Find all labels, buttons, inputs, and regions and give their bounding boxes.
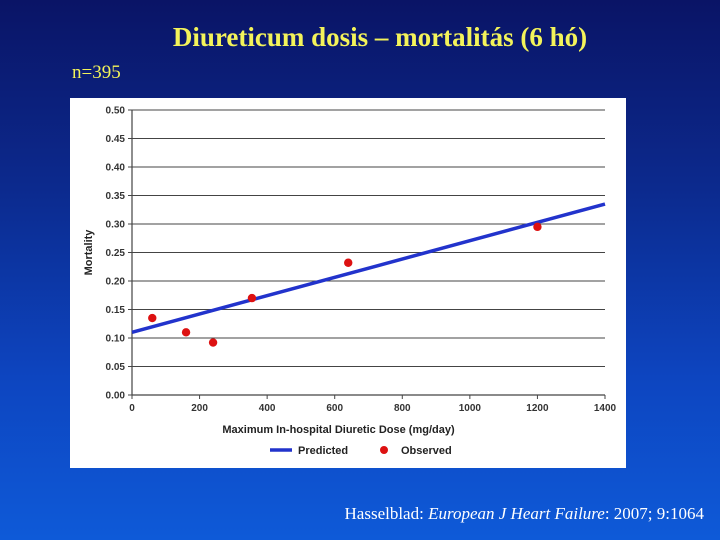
y-tick-label: 0.10 — [106, 334, 126, 345]
y-tick-label: 0.35 — [106, 191, 126, 202]
y-tick-label: 0.05 — [106, 362, 126, 373]
citation-author: Hasselblad: — [344, 504, 429, 523]
y-tick-label: 0.20 — [106, 277, 126, 288]
citation: Hasselblad: European J Heart Failure: 20… — [345, 504, 704, 524]
x-tick-label: 1000 — [459, 403, 482, 414]
y-tick-label: 0.40 — [106, 163, 126, 174]
observed-point — [148, 313, 157, 323]
y-tick-label: 0.30 — [106, 220, 126, 231]
y-tick-label: 0.45 — [106, 134, 126, 145]
x-axis-title: Maximum In-hospital Diuretic Dose (mg/da… — [222, 424, 455, 436]
legend-observed-swatch — [380, 446, 388, 454]
x-tick-label: 1400 — [594, 403, 617, 414]
observed-point — [208, 338, 218, 347]
tick-label-layer: 0.00 0.05 0.10 0.15 0.20 0.25 0.30 0.35 0.40 0.45… — [106, 106, 617, 415]
x-tick-label: 600 — [326, 403, 343, 414]
y-tick-label: 0.15 — [106, 305, 126, 316]
x-tick-label: 800 — [394, 403, 411, 414]
observed-point — [247, 293, 257, 303]
series-layer — [131, 202, 606, 347]
mortality-chart: 0.00 0.05 0.10 0.15 0.20 0.25 0.30 0.35 0.40 0.45… — [83, 106, 617, 458]
x-tick-label: 0 — [129, 403, 135, 414]
legend: Predicted Observed — [270, 445, 452, 457]
y-tick-label: 0.25 — [106, 248, 126, 259]
citation-journal: European J Heart Failure — [428, 504, 605, 523]
legend-predicted-label: Predicted — [298, 445, 348, 457]
sample-size-label: n=395 — [72, 62, 121, 83]
slide-title: Diureticum dosis – mortalitás (6 hó) — [172, 22, 588, 52]
x-tick-label: 400 — [259, 403, 276, 414]
y-tick-label: 0.00 — [106, 391, 126, 402]
y-tick-label: 0.50 — [106, 106, 126, 117]
observed-point — [344, 258, 353, 267]
citation-details: : 2007; 9:1064 — [604, 504, 704, 523]
predicted-line — [131, 202, 606, 334]
x-tick-label: 200 — [191, 403, 208, 414]
chart-panel: 0.00 0.05 0.10 0.15 0.20 0.25 0.30 0.35 0.40 0.45… — [70, 98, 626, 468]
observed-point — [181, 328, 191, 337]
y-axis-title: Mortality — [83, 229, 95, 276]
x-tick-label: 1200 — [526, 403, 549, 414]
grid-layer — [132, 109, 605, 396]
legend-observed-label: Observed — [401, 445, 452, 457]
axis-layer — [128, 109, 606, 399]
observed-point — [533, 222, 542, 232]
